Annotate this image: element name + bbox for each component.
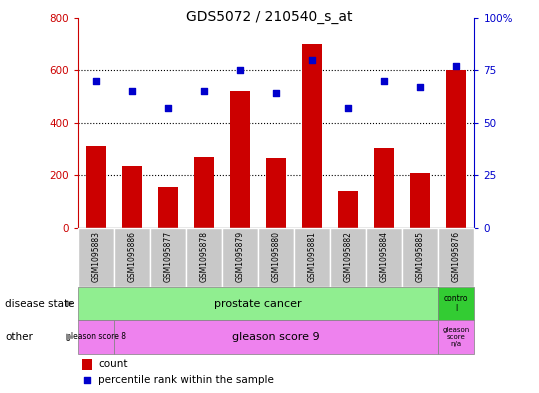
Bar (150, 228, 186, 287)
Bar (438, 287, 474, 320)
Bar (410, 173, 430, 228)
Point (380, 77, 389, 84)
Point (416, 84, 425, 90)
Text: gleason score 8: gleason score 8 (66, 332, 126, 342)
Text: GSM1095885: GSM1095885 (416, 231, 425, 282)
Bar (294, 228, 330, 287)
Point (128, 88, 136, 94)
Text: GSM1095877: GSM1095877 (164, 231, 172, 282)
Text: gleason score 9: gleason score 9 (232, 332, 320, 342)
Point (83, 377, 92, 384)
Bar (258, 228, 294, 287)
Bar (122, 166, 142, 228)
Bar (438, 228, 474, 287)
Bar (375, 148, 394, 228)
Text: GSM1095883: GSM1095883 (92, 231, 101, 282)
Bar (158, 187, 178, 228)
Point (272, 90, 281, 97)
Point (452, 63, 461, 69)
Text: gleason
score
n/a: gleason score n/a (443, 327, 470, 347)
Bar (338, 191, 358, 228)
Text: prostate cancer: prostate cancer (215, 299, 302, 309)
Bar (82, 359, 92, 369)
Text: GSM1095876: GSM1095876 (452, 231, 461, 282)
Bar (114, 228, 150, 287)
Bar (446, 70, 466, 228)
Bar (330, 228, 367, 287)
Text: GSM1095880: GSM1095880 (272, 231, 281, 282)
Text: percentile rank within the sample: percentile rank within the sample (98, 375, 274, 385)
Text: GSM1095884: GSM1095884 (380, 231, 389, 282)
Text: GSM1095881: GSM1095881 (308, 231, 317, 282)
Bar (402, 228, 438, 287)
Bar (194, 157, 214, 228)
Text: GSM1095882: GSM1095882 (344, 231, 353, 282)
Bar (230, 91, 250, 228)
Bar (78, 320, 114, 354)
Bar (302, 44, 322, 228)
Text: count: count (98, 358, 127, 369)
Point (164, 105, 172, 111)
Bar (114, 320, 438, 354)
Text: GSM1095879: GSM1095879 (236, 231, 245, 282)
Text: GSM1095878: GSM1095878 (200, 231, 209, 282)
Point (200, 88, 209, 94)
Bar (186, 228, 222, 287)
Text: GSM1095886: GSM1095886 (128, 231, 137, 282)
Bar (78, 228, 114, 287)
Text: other: other (5, 332, 33, 342)
Bar (266, 158, 286, 228)
Bar (438, 320, 474, 354)
Point (236, 67, 245, 73)
Point (92, 77, 100, 84)
Bar (367, 228, 402, 287)
Text: disease state: disease state (5, 299, 75, 309)
Text: GDS5072 / 210540_s_at: GDS5072 / 210540_s_at (186, 10, 353, 24)
Bar (222, 228, 258, 287)
Text: contro
l: contro l (444, 294, 468, 313)
Bar (86, 147, 106, 228)
Point (308, 57, 316, 63)
Point (344, 105, 353, 111)
